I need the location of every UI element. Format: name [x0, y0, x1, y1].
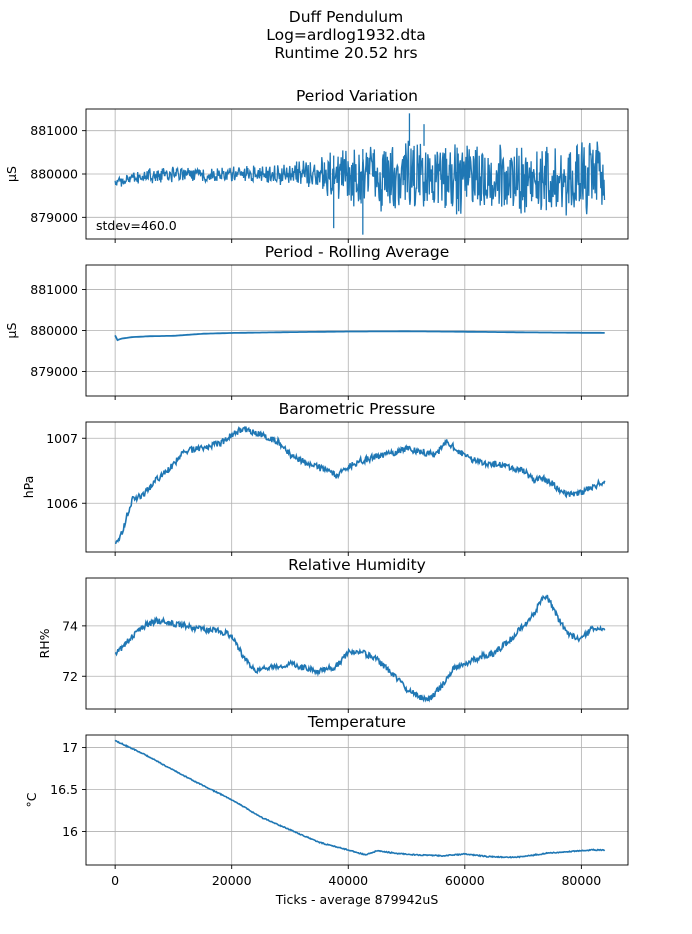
x-tick-label-0: 0: [111, 873, 119, 888]
figure-title-line-1: Duff Pendulum: [288, 8, 404, 26]
figure-title-line-3: Runtime 20.52 hrs: [274, 44, 418, 62]
panel-2-ytick-label-0: 879000: [30, 364, 78, 379]
panel-5-ylabel: °C: [24, 792, 39, 807]
panel-5-ytick-label-1: 16.5: [50, 782, 78, 797]
panel-2-series-line: [114, 330, 605, 342]
panel-1-ytick-label-2: 881000: [30, 123, 78, 138]
panel-4-frame: [85, 577, 629, 710]
panel-3-frame: [85, 421, 629, 553]
panel-4-title: Relative Humidity: [288, 556, 426, 574]
panel-1-series-line: [114, 140, 606, 216]
panel-1-annotation: stdev=460.0: [96, 218, 177, 233]
x-tick-label-2: 40000: [328, 873, 368, 888]
panel-5-frame: [85, 734, 629, 866]
panel-4-ylabel: RH%: [37, 628, 52, 658]
panel-1-title: Period Variation: [296, 87, 418, 105]
panel-1-ylabel: µS: [4, 166, 19, 182]
panel-3-ytick-label-0: 1006: [46, 496, 78, 511]
panel-2-ylabel: µS: [4, 322, 19, 338]
panel-2-ytick-label-1: 880000: [30, 323, 78, 338]
panel-2-title: Period - Rolling Average: [265, 243, 450, 261]
x-tick-label-4: 80000: [561, 873, 601, 888]
panel-3-title: Barometric Pressure: [279, 400, 436, 418]
panel-2-ytick-label-2: 881000: [30, 282, 78, 297]
panel-5-ytick-label-0: 16: [62, 824, 78, 839]
panel-3-series-line: [115, 426, 606, 544]
panel-5-ytick-label-2: 17: [62, 740, 78, 755]
panel-3-ylabel: hPa: [21, 476, 36, 499]
panel-1-ytick-label-1: 880000: [30, 167, 78, 182]
panel-3-ytick-label-1: 1007: [46, 431, 78, 446]
panel-4-series-line: [114, 594, 606, 703]
x-tick-label-1: 20000: [212, 873, 252, 888]
x-axis-label: Ticks - average 879942uS: [275, 892, 439, 907]
panel-5-title: Temperature: [307, 713, 406, 731]
figure-title-line-2: Log=ardlog1932.dta: [266, 26, 426, 44]
panel-4-ytick-label-1: 74: [62, 618, 78, 633]
panel-4-ytick-label-0: 72: [62, 669, 78, 684]
panel-5-series-line: [114, 739, 606, 859]
x-tick-label-3: 60000: [445, 873, 485, 888]
panel-1-ytick-label-0: 879000: [30, 210, 78, 225]
